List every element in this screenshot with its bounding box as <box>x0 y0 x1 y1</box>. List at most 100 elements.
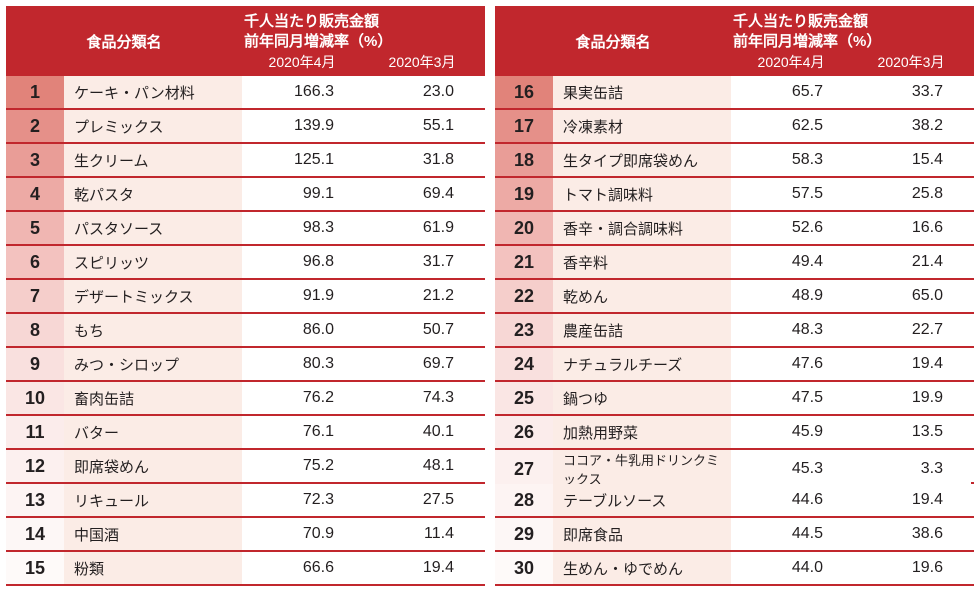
rank-cell: 15 <box>6 552 64 584</box>
name-cell: テーブルソース <box>553 484 731 516</box>
header-month-b: 2020年3月 <box>851 52 971 72</box>
value-b-cell: 40.1 <box>362 416 482 448</box>
header-metric-line2: 前年同月増減率（%） <box>733 33 881 50</box>
name-cell: ケーキ・パン材料 <box>64 76 242 108</box>
value-a-cell: 48.3 <box>731 314 851 346</box>
value-b-cell: 69.4 <box>362 178 482 210</box>
value-a-cell: 75.2 <box>242 450 362 482</box>
value-a-cell: 48.9 <box>731 280 851 312</box>
header-category: 食品分類名 <box>6 31 242 52</box>
value-b-cell: 19.6 <box>851 552 971 584</box>
name-cell: プレミックス <box>64 110 242 142</box>
right-rows: 16果実缶詰65.733.717冷凍素材62.538.218生タイプ即席袋めん5… <box>495 76 974 586</box>
rank-cell: 3 <box>6 144 64 176</box>
value-a-cell: 44.6 <box>731 484 851 516</box>
value-a-cell: 44.0 <box>731 552 851 584</box>
rank-cell: 22 <box>495 280 553 312</box>
name-cell: トマト調味料 <box>553 178 731 210</box>
name-cell: 中国酒 <box>64 518 242 550</box>
table-row: 11バター76.140.1 <box>6 416 485 450</box>
value-b-cell: 21.2 <box>362 280 482 312</box>
value-a-cell: 44.5 <box>731 518 851 550</box>
value-b-cell: 13.5 <box>851 416 971 448</box>
name-cell: 生タイプ即席袋めん <box>553 144 731 176</box>
table-row: 1ケーキ・パン材料166.323.0 <box>6 76 485 110</box>
value-a-cell: 96.8 <box>242 246 362 278</box>
name-cell: 冷凍素材 <box>553 110 731 142</box>
rank-cell: 6 <box>6 246 64 278</box>
table-row: 14中国酒70.911.4 <box>6 518 485 552</box>
rank-cell: 17 <box>495 110 553 142</box>
right-panel: 食品分類名 千人当たり販売金額 前年同月増減率（%） 2020年4月 2020年… <box>495 6 974 594</box>
value-b-cell: 31.8 <box>362 144 482 176</box>
value-b-cell: 27.5 <box>362 484 482 516</box>
value-a-cell: 139.9 <box>242 110 362 142</box>
rank-cell: 23 <box>495 314 553 346</box>
table-row: 30生めん・ゆでめん44.019.6 <box>495 552 974 586</box>
table-row: 23農産缶詰48.322.7 <box>495 314 974 348</box>
header-metric: 千人当たり販売金額 前年同月増減率（%） 2020年4月 2020年3月 <box>731 6 971 76</box>
value-a-cell: 57.5 <box>731 178 851 210</box>
name-cell: 乾パスタ <box>64 178 242 210</box>
header-metric-line1: 千人当たり販売金額 <box>244 13 379 30</box>
name-cell: 農産缶詰 <box>553 314 731 346</box>
name-cell: デザートミックス <box>64 280 242 312</box>
table-row: 6スピリッツ96.831.7 <box>6 246 485 280</box>
table-row: 21香辛料49.421.4 <box>495 246 974 280</box>
name-cell: パスタソース <box>64 212 242 244</box>
name-cell: 粉類 <box>64 552 242 584</box>
header-month-a: 2020年4月 <box>242 52 362 72</box>
value-b-cell: 25.8 <box>851 178 971 210</box>
name-cell: 即席袋めん <box>64 450 242 482</box>
value-a-cell: 62.5 <box>731 110 851 142</box>
table-row: 3生クリーム125.131.8 <box>6 144 485 178</box>
table-row: 28テーブルソース44.619.4 <box>495 484 974 518</box>
table-row: 17冷凍素材62.538.2 <box>495 110 974 144</box>
value-b-cell: 31.7 <box>362 246 482 278</box>
value-a-cell: 58.3 <box>731 144 851 176</box>
table-row: 26加熱用野菜45.913.5 <box>495 416 974 450</box>
name-cell: 果実缶詰 <box>553 76 731 108</box>
name-cell: 畜肉缶詰 <box>64 382 242 414</box>
rank-cell: 14 <box>6 518 64 550</box>
table-row: 19トマト調味料57.525.8 <box>495 178 974 212</box>
rank-cell: 4 <box>6 178 64 210</box>
value-b-cell: 23.0 <box>362 76 482 108</box>
rank-cell: 21 <box>495 246 553 278</box>
table-row: 2プレミックス139.955.1 <box>6 110 485 144</box>
value-b-cell: 50.7 <box>362 314 482 346</box>
table-row: 20香辛・調合調味料52.616.6 <box>495 212 974 246</box>
table-row: 4乾パスタ99.169.4 <box>6 178 485 212</box>
table-row: 25鍋つゆ47.519.9 <box>495 382 974 416</box>
rank-cell: 26 <box>495 416 553 448</box>
table-row: 24ナチュラルチーズ47.619.4 <box>495 348 974 382</box>
value-b-cell: 38.6 <box>851 518 971 550</box>
value-b-cell: 11.4 <box>362 518 482 550</box>
name-cell: リキュール <box>64 484 242 516</box>
value-a-cell: 86.0 <box>242 314 362 346</box>
table-row: 9みつ・シロップ80.369.7 <box>6 348 485 382</box>
value-a-cell: 76.1 <box>242 416 362 448</box>
rank-cell: 19 <box>495 178 553 210</box>
name-cell: ココア・牛乳用ドリンクミックス <box>553 450 731 488</box>
value-a-cell: 65.7 <box>731 76 851 108</box>
rank-cell: 8 <box>6 314 64 346</box>
value-a-cell: 45.3 <box>731 450 851 488</box>
header-metric: 千人当たり販売金額 前年同月増減率（%） 2020年4月 2020年3月 <box>242 6 482 76</box>
table-row: 13リキュール72.327.5 <box>6 484 485 518</box>
header-metric-line1: 千人当たり販売金額 <box>733 13 868 30</box>
table-row: 7デザートミックス91.921.2 <box>6 280 485 314</box>
value-b-cell: 3.3 <box>851 450 971 488</box>
rank-cell: 30 <box>495 552 553 584</box>
value-b-cell: 22.7 <box>851 314 971 346</box>
value-b-cell: 48.1 <box>362 450 482 482</box>
rank-cell: 1 <box>6 76 64 108</box>
table-row: 18生タイプ即席袋めん58.315.4 <box>495 144 974 178</box>
value-a-cell: 99.1 <box>242 178 362 210</box>
table-header: 食品分類名 千人当たり販売金額 前年同月増減率（%） 2020年4月 2020年… <box>495 6 974 76</box>
table-header: 食品分類名 千人当たり販売金額 前年同月増減率（%） 2020年4月 2020年… <box>6 6 485 76</box>
value-b-cell: 15.4 <box>851 144 971 176</box>
value-a-cell: 166.3 <box>242 76 362 108</box>
name-cell: スピリッツ <box>64 246 242 278</box>
header-metric-line2: 前年同月増減率（%） <box>244 33 392 50</box>
